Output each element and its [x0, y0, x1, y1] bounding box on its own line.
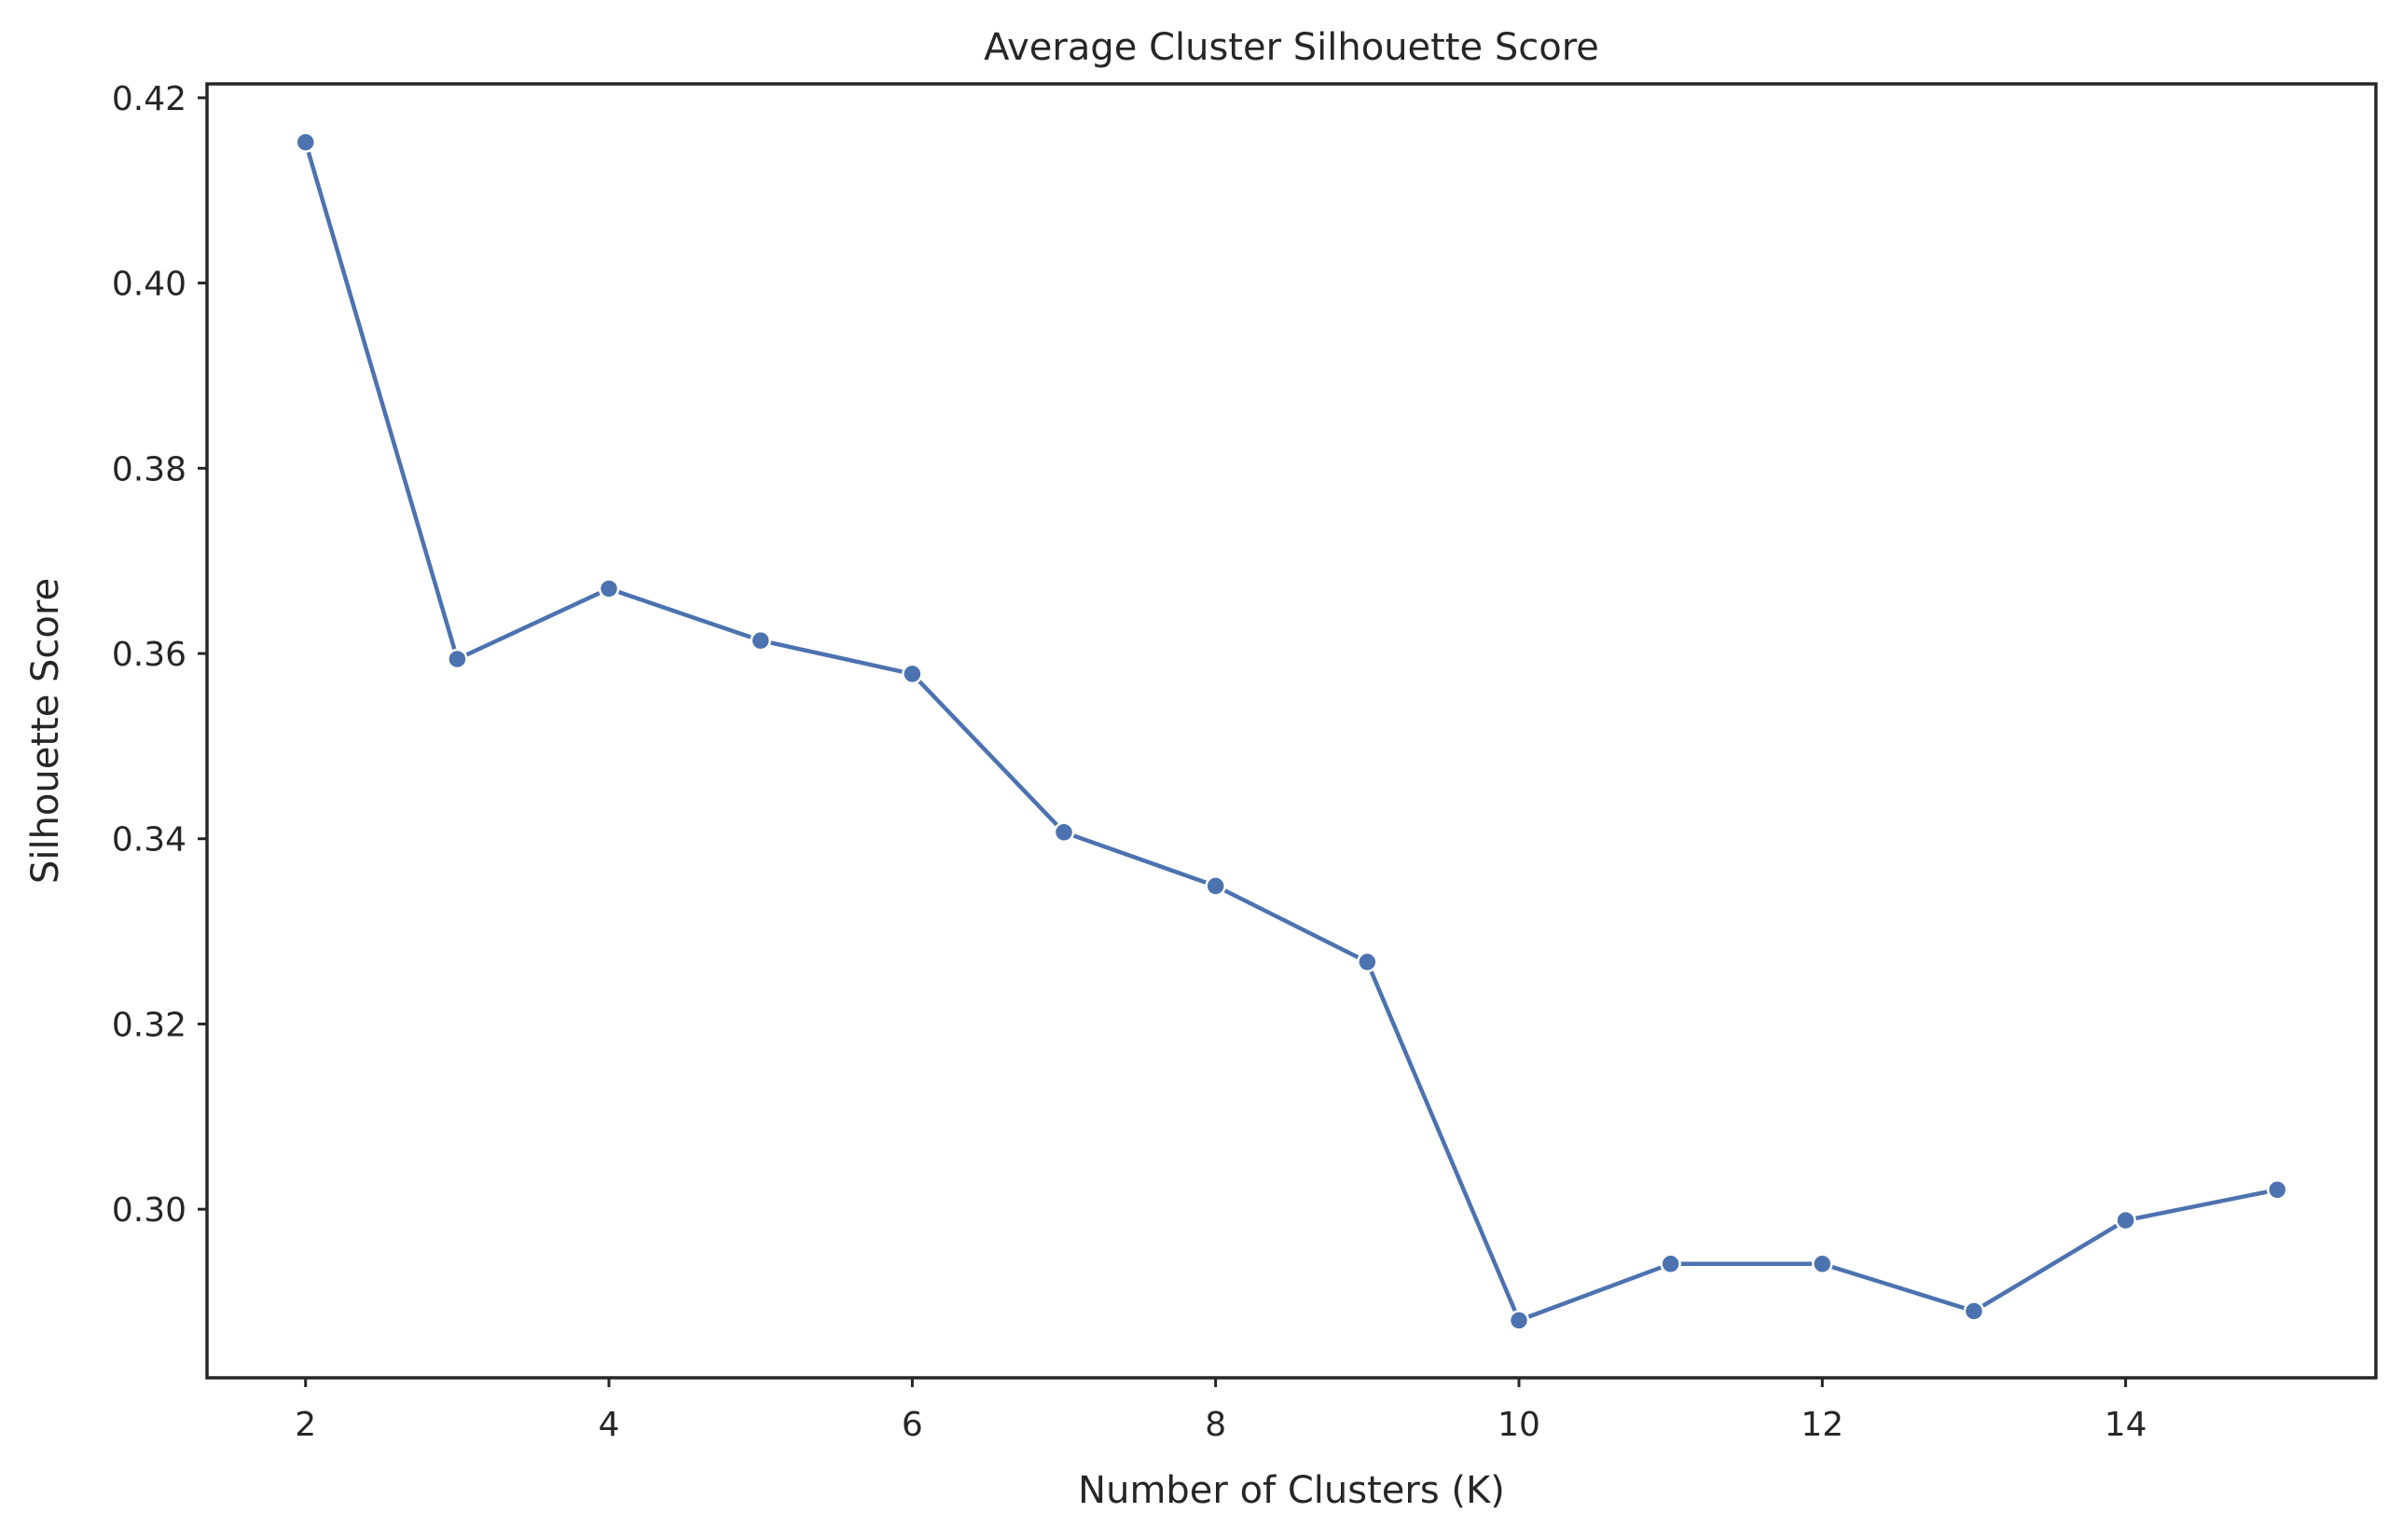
data-point-k12 [1812, 1253, 1833, 1275]
data-point-k5 [750, 629, 771, 652]
x-tick-label: 10 [1498, 1406, 1540, 1444]
y-tick-label: 0.30 [112, 1191, 186, 1230]
data-point-k4 [598, 578, 620, 599]
data-point-k11 [1660, 1253, 1681, 1275]
data-point-k7 [1053, 821, 1075, 844]
data-point-k6 [902, 663, 923, 685]
x-axis: 2 4 6 8 10 12 14 [295, 1378, 2147, 1444]
y-tick-label: 0.34 [112, 821, 186, 859]
x-tick-label: 6 [902, 1406, 923, 1444]
data-point-k2 [295, 131, 316, 153]
y-axis-label: Silhouette Score [24, 578, 67, 884]
series-line [303, 140, 2280, 1323]
plot-area [295, 131, 2288, 1331]
data-point-k13 [1963, 1300, 1985, 1322]
x-axis-label: Number of Clusters (K) [1078, 1469, 1505, 1512]
x-tick-label: 8 [1205, 1406, 1226, 1444]
chart-title: Average Cluster Silhouette Score [984, 26, 1599, 69]
y-axis: 0.30 0.32 0.34 0.36 0.38 0.40 0.42 [112, 80, 207, 1230]
y-tick-label: 0.32 [112, 1006, 186, 1044]
axes-frame [205, 82, 2378, 1380]
data-point-k14 [2115, 1209, 2136, 1231]
data-point-k3 [447, 648, 468, 670]
y-tick-label: 0.36 [112, 636, 186, 674]
x-tick-label: 12 [1801, 1406, 1843, 1444]
x-tick-label: 14 [2105, 1406, 2147, 1444]
y-tick-label: 0.38 [112, 450, 186, 488]
data-point-k10 [1508, 1310, 1530, 1331]
data-point-k9 [1357, 951, 1378, 973]
data-point-k8 [1205, 875, 1226, 897]
data-point-k15 [2267, 1179, 2288, 1201]
y-tick-label: 0.40 [112, 266, 186, 304]
y-tick-label: 0.42 [112, 80, 186, 118]
x-tick-label: 4 [599, 1406, 620, 1444]
data-points [295, 131, 2288, 1331]
x-tick-label: 2 [295, 1406, 316, 1444]
